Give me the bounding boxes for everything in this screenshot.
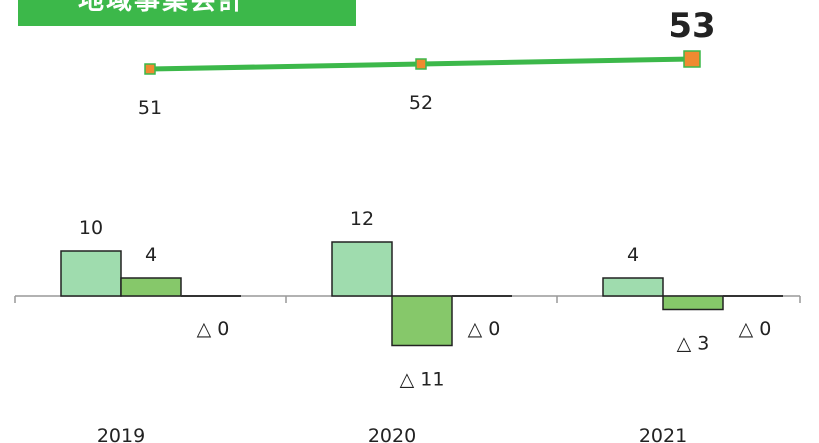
bar (331, 241, 393, 297)
bar-value-label: 4 (145, 244, 157, 266)
bar (391, 295, 453, 347)
line-value-label: 53 (668, 6, 715, 46)
line-value-label: 52 (409, 92, 433, 114)
bar-value-label: 10 (79, 217, 103, 239)
bar (602, 277, 664, 297)
bar-value-label: 12 (350, 208, 374, 230)
bar (662, 295, 724, 311)
bar-value-label: △ 0 (197, 318, 230, 340)
line-point (144, 63, 156, 75)
bar-value-label: △ 11 (400, 369, 445, 391)
x-tick-label: 2021 (639, 425, 687, 443)
bar-value-label: △ 0 (739, 318, 772, 340)
x-tick-label: 2020 (368, 425, 416, 443)
x-tick-label: 2019 (97, 425, 145, 443)
bar-value-label: 4 (627, 244, 639, 266)
bar-value-label: △ 3 (677, 333, 710, 355)
header-banner: 地域事業会計 (18, 0, 356, 26)
header-title: 地域事業会計 (78, 0, 247, 16)
bar (60, 250, 122, 297)
line-point (683, 50, 701, 68)
x-axis-labels: 2019 2020 2021 (97, 425, 687, 443)
bar-chart: 10 4 △ 0 12 △ 11 △ 0 4 △ 3 △ 0 (14, 208, 801, 391)
line-point (415, 58, 427, 70)
bar-value-label: △ 0 (468, 318, 501, 340)
line-value-label: 51 (138, 97, 162, 119)
line-chart: 51 52 53 (138, 6, 716, 119)
bar (120, 277, 182, 297)
